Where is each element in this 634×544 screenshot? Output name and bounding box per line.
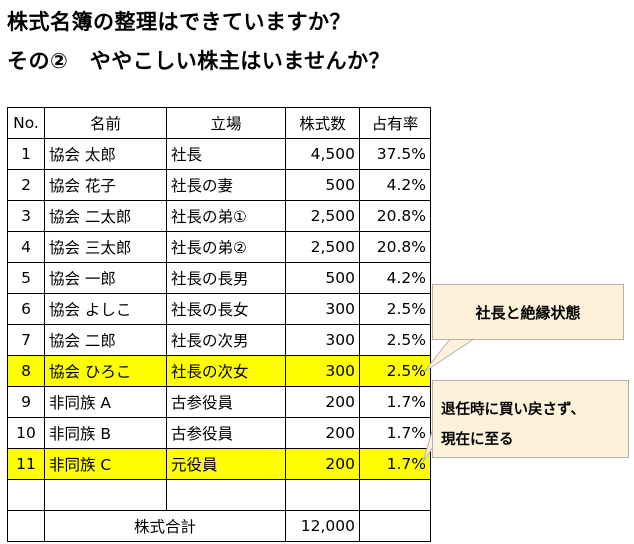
- cell-role: 社長の次男: [166, 324, 286, 356]
- cell-ratio: 20.8%: [359, 231, 431, 263]
- cell-shares: 300: [285, 355, 360, 387]
- table-row: 3 協会 二太郎 社長の弟① 2,500 20.8%: [7, 200, 431, 232]
- cell-role: 社長の弟①: [166, 200, 286, 232]
- cell-ratio: 1.7%: [359, 448, 431, 480]
- cell-no: 8: [7, 355, 45, 387]
- cell-role: 社長の長男: [166, 262, 286, 294]
- empty-row: [7, 479, 431, 511]
- callout-2-line-2: 現在に至る: [441, 432, 514, 448]
- cell-shares: 2,500: [285, 231, 360, 263]
- cell-no: 7: [7, 324, 45, 356]
- table-row: 5 協会 一郎 社長の長男 500 4.2%: [7, 262, 431, 294]
- title-line-2: その② ややこしい株主はいませんか？: [7, 49, 391, 73]
- cell-role: 元役員: [166, 448, 286, 480]
- total-label: 株式合計: [44, 510, 286, 542]
- table-row: 10 非同族 B 古参役員 200 1.7%: [7, 417, 431, 449]
- table-row: 6 協会 よしこ 社長の長女 300 2.5%: [7, 293, 431, 325]
- header-role: 立場: [166, 107, 286, 139]
- shareholder-table: No. 名前 立場 株式数 占有率 1 協会 太郎 社長 4,500 37.5% 2 協会 …: [7, 107, 431, 542]
- cell-ratio: 1.7%: [359, 386, 431, 418]
- cell-ratio: 1.7%: [359, 417, 431, 449]
- cell-role: 社長の妻: [166, 169, 286, 201]
- cell-ratio: 20.8%: [359, 200, 431, 232]
- table-row: 9 非同族 A 古参役員 200 1.7%: [7, 386, 431, 418]
- cell-name: 協会 太郎: [44, 138, 167, 170]
- cell-shares: 200: [285, 417, 360, 449]
- cell-shares: 4,500: [285, 138, 360, 170]
- header-no: No.: [7, 107, 45, 139]
- table-row: 11 非同族 C 元役員 200 1.7%: [7, 448, 431, 480]
- cell-ratio: 2.5%: [359, 293, 431, 325]
- callout-estranged: 社長と絶縁状態: [432, 284, 624, 340]
- title-line-1: 株式名簿の整理はできていますか？: [7, 10, 351, 34]
- cell-name: 非同族 C: [44, 448, 167, 480]
- cell-name: 協会 二太郎: [44, 200, 167, 232]
- callout-1-tail: [423, 338, 476, 373]
- callout-2-line-1: 退任時に買い戻さず、: [441, 402, 585, 418]
- cell-name: 協会 一郎: [44, 262, 167, 294]
- table-row: 4 協会 三太郎 社長の弟② 2,500 20.8%: [7, 231, 431, 263]
- cell-no: 10: [7, 417, 45, 449]
- cell-role: 古参役員: [166, 386, 286, 418]
- callout-1-text: 社長と絶縁状態: [475, 303, 581, 322]
- table-header-row: No. 名前 立場 株式数 占有率: [7, 107, 431, 139]
- total-row: 株式合計 12,000: [7, 510, 431, 542]
- cell-ratio: 2.5%: [359, 324, 431, 356]
- cell-name: 協会 よしこ: [44, 293, 167, 325]
- cell-role: 社長の弟②: [166, 231, 286, 263]
- cell-name: 非同族 A: [44, 386, 167, 418]
- total-shares: 12,000: [285, 510, 360, 542]
- header-ratio: 占有率: [359, 107, 431, 139]
- cell-shares: 500: [285, 169, 360, 201]
- cell-role: 社長の次女: [166, 355, 286, 387]
- cell-role: 古参役員: [166, 417, 286, 449]
- table-row: 8 協会 ひろこ 社長の次女 300 2.5%: [7, 355, 431, 387]
- cell-no: 3: [7, 200, 45, 232]
- callout-not-bought-back: 退任時に買い戻さず、 現在に至る: [432, 380, 629, 458]
- cell-shares: 300: [285, 324, 360, 356]
- table-row: 1 協会 太郎 社長 4,500 37.5%: [7, 138, 431, 170]
- cell-ratio: 2.5%: [359, 355, 431, 387]
- cell-name: 協会 三太郎: [44, 231, 167, 263]
